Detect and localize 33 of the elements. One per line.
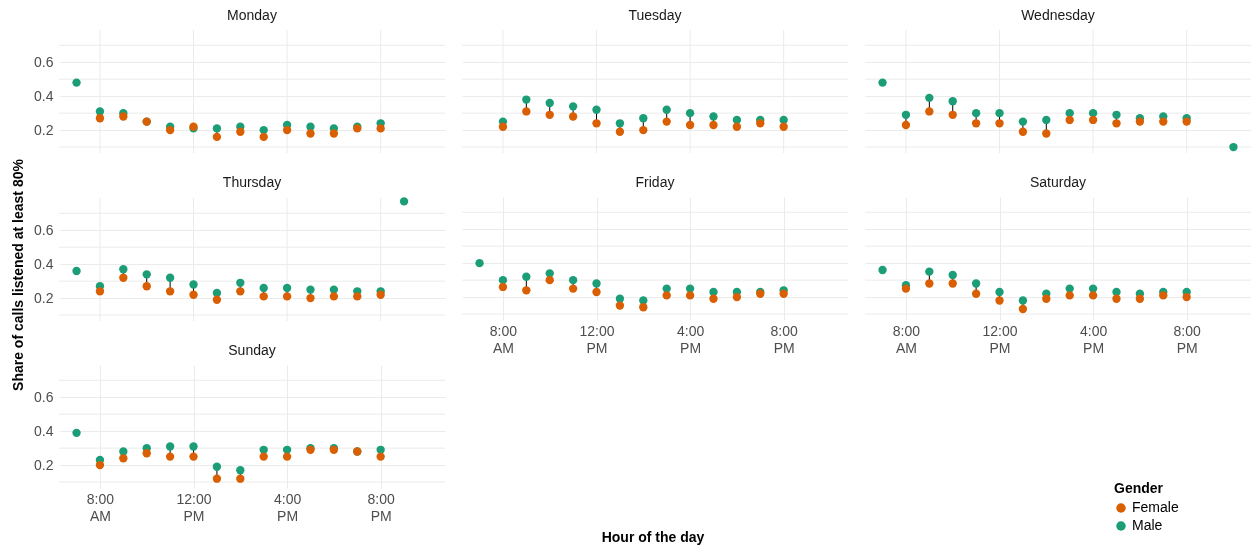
x-tick-label: 8:00 PM	[367, 490, 395, 524]
y-tick-label: 0.2	[34, 289, 54, 306]
chart-title: Friday	[635, 174, 675, 190]
legend-label: Female	[1132, 499, 1179, 515]
y-tick-label: 0.6	[34, 221, 54, 238]
y-tick-label: 0.2	[34, 121, 54, 138]
y-tick-label: 0.6	[34, 388, 54, 405]
y-tick-label: 0.4	[34, 422, 54, 439]
chart-title: Monday	[227, 6, 277, 23]
x-axis-title: Hour of the day	[601, 529, 705, 545]
x-tick-label: 4:00 PM	[1079, 322, 1108, 356]
y-tick-label: 0.4	[34, 87, 54, 104]
chart-title: Tuesday	[628, 6, 682, 23]
x-tick-label: 4:00 PM	[273, 490, 302, 524]
y-tick-label: 0.6	[34, 53, 54, 70]
chart-title: Saturday	[1029, 174, 1087, 190]
chart-title: Thursday	[222, 174, 282, 191]
y-tick-label: 0.4	[34, 255, 54, 272]
chart-title: Wednesday	[1021, 6, 1095, 23]
legend-label: Male	[1132, 517, 1163, 533]
y-axis-title: Share of calls listened at least 80%	[10, 159, 26, 391]
legend-title: Gender	[1114, 480, 1164, 496]
x-tick-label: 8:00 PM	[1173, 322, 1201, 356]
x-tick-label: 12:00 PM	[579, 322, 615, 356]
x-tick-label: 8:00 AM	[86, 490, 115, 524]
x-tick-label: 8:00 PM	[770, 322, 798, 356]
x-tick-label: 12:00 PM	[982, 322, 1018, 356]
x-tick-label: 4:00 PM	[676, 322, 705, 356]
x-tick-label: 12:00 PM	[176, 490, 212, 524]
chart-title: Sunday	[228, 342, 276, 358]
y-tick-label: 0.2	[34, 456, 54, 473]
x-tick-label: 8:00 AM	[489, 322, 518, 356]
x-tick-label: 8:00 AM	[892, 322, 921, 356]
